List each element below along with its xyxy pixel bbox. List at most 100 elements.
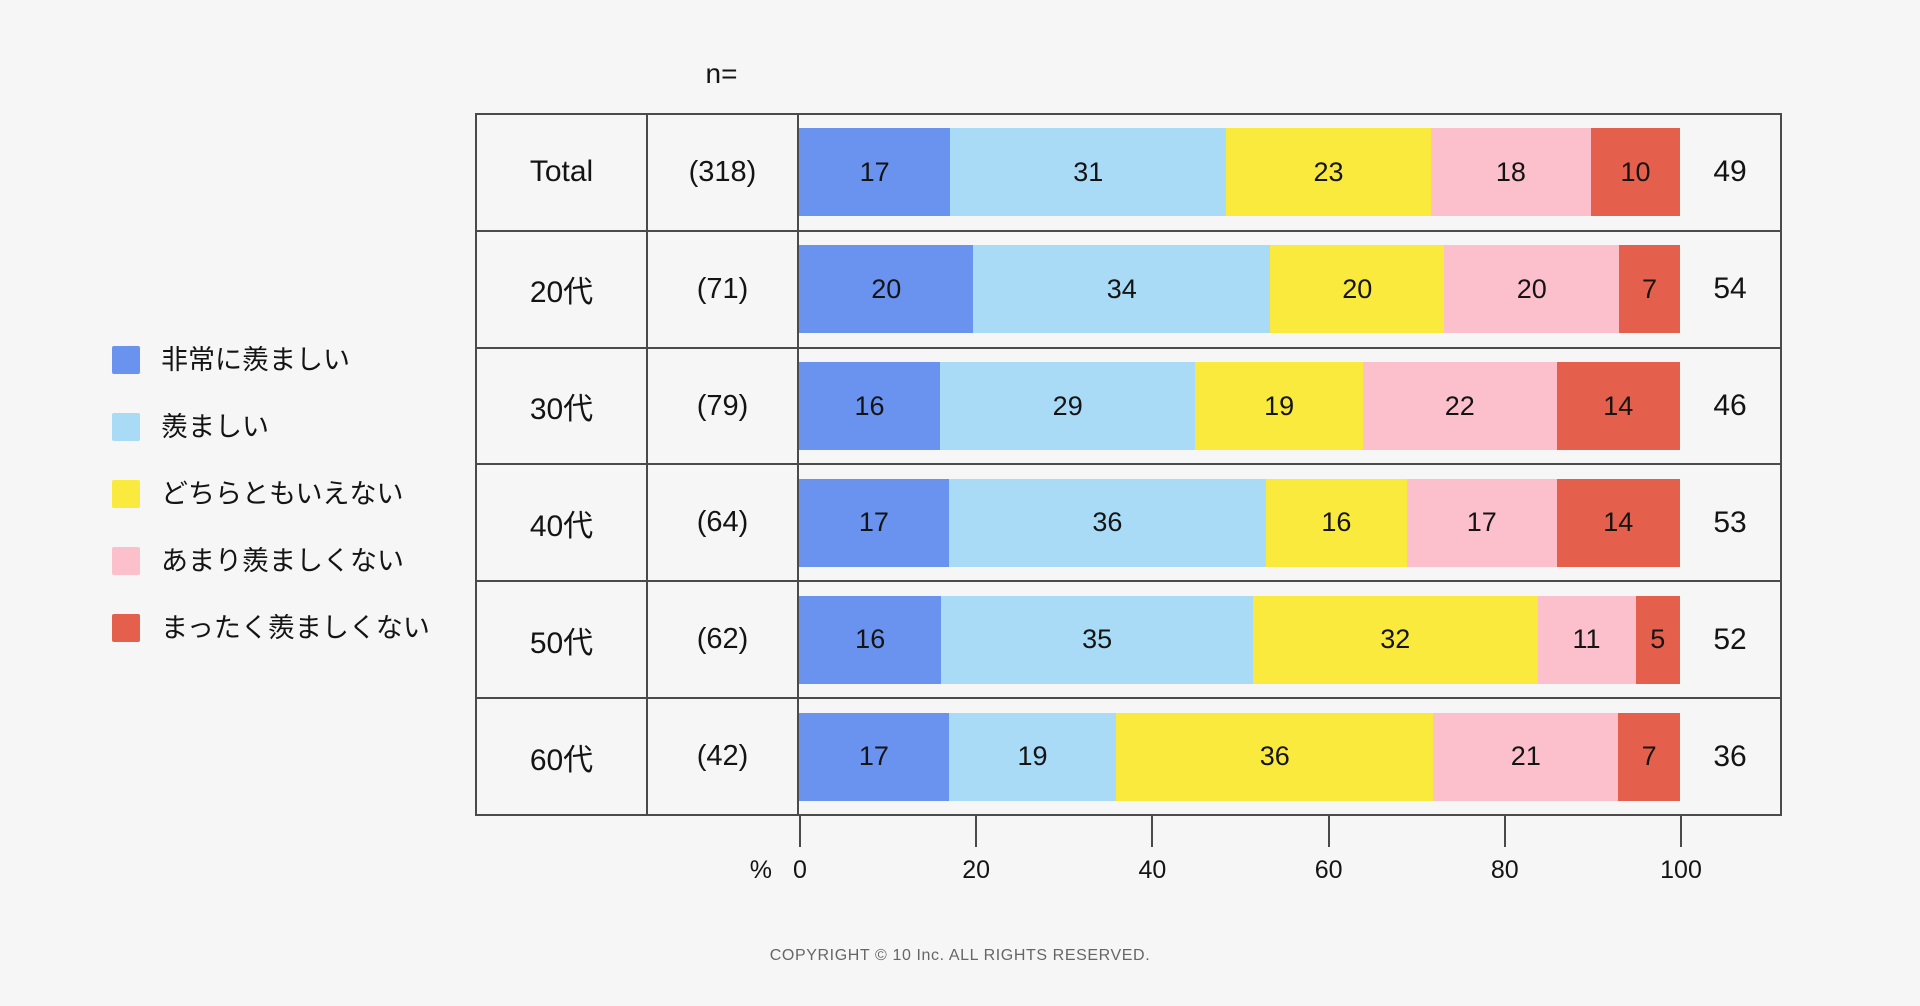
bar-segment: 10 (1591, 128, 1680, 217)
bar-segment: 23 (1226, 128, 1431, 217)
bar-segment: 17 (799, 128, 951, 217)
table-row: Total (318) 17 31 23 18 10 49 (477, 115, 1780, 232)
bar-segment-value: 7 (1641, 273, 1657, 304)
row-n-value: (318) (648, 115, 799, 230)
bar-segment-value: 21 (1510, 741, 1541, 772)
row-n-value: (71) (648, 231, 799, 347)
row-n-value: (64) (648, 465, 799, 581)
n-column-header: n= (705, 58, 738, 89)
bar-segment: 34 (973, 245, 1271, 334)
bar-segment: 20 (1444, 245, 1619, 334)
bar-segment: 17 (799, 712, 949, 801)
bar-segment-value: 19 (1264, 390, 1295, 421)
bar-segment: 22 (1362, 362, 1557, 451)
bar-segment: 16 (799, 362, 940, 451)
legend-label: 羨ましい (161, 412, 269, 442)
chart-table: Total (318) 17 31 23 18 10 49 20代 (71) 20 34 20 20 7 54… (475, 113, 1782, 816)
legend-swatch (112, 614, 140, 642)
row-label: 30代 (477, 348, 648, 464)
bar-segment-value: 17 (858, 741, 889, 772)
bar-segment-value: 29 (1052, 390, 1083, 421)
legend: 非常に羨ましい 羨ましいどちらともいえない あまり羨ましくない まったく羨ましくない (112, 346, 430, 642)
bar-segment-value: 20 (871, 273, 902, 304)
row-total-value: 36 (1713, 739, 1747, 773)
legend-swatch (112, 413, 140, 441)
legend-label: どちらともいえない (161, 479, 404, 509)
x-axis-tick-label: 100 (1660, 856, 1702, 884)
table-row: 60代 (42) 17 19 36 21 7 36 (477, 699, 1780, 814)
row-label: 50代 (477, 582, 648, 698)
bar-segment: 17 (1406, 478, 1557, 567)
row-plot-area: 17 31 23 18 10 49 (799, 115, 1780, 230)
row-plot-area: 17 19 36 21 7 36 (799, 699, 1780, 814)
stacked-bar: 17 36 16 17 14 (799, 478, 1680, 567)
row-plot-area: 16 35 32 11 5 52 (799, 582, 1780, 697)
x-axis-tick (799, 815, 801, 847)
row-total-value: 53 (1713, 505, 1747, 539)
legend-item: あまり羨ましくない (112, 547, 430, 575)
copyright-text: COPYRIGHT © 10 Inc. ALL RIGHTS RESERVED. (769, 947, 1151, 964)
bar-segment-value: 35 (1082, 624, 1113, 655)
bar-segment: 18 (1430, 128, 1592, 217)
legend-item: 羨ましい (112, 413, 430, 441)
row-plot-area: 17 36 16 17 14 53 (799, 465, 1780, 580)
legend-item: まったく羨ましくない (112, 614, 430, 642)
bar-segment: 20 (1270, 245, 1445, 334)
stacked-bar: 16 35 32 11 5 (799, 595, 1681, 684)
bar-segment: 32 (1252, 595, 1538, 684)
bar-segment-value: 17 (858, 507, 889, 538)
x-axis-tick-label: 40 (1138, 856, 1167, 884)
stacked-bar: 16 29 19 22 14 (799, 362, 1680, 451)
bar-segment-value: 17 (859, 156, 890, 187)
row-label: Total (477, 115, 648, 230)
bar-segment-value: 5 (1650, 624, 1666, 655)
bar-segment: 16 (1265, 478, 1407, 567)
bar-segment-value: 23 (1313, 156, 1344, 187)
row-label: 60代 (477, 699, 648, 814)
bar-segment: 36 (1116, 712, 1434, 801)
stacked-bar: 17 31 23 18 10 (799, 128, 1680, 217)
bar-segment: 7 (1618, 245, 1680, 334)
x-axis-tick (1680, 815, 1682, 847)
row-label: 40代 (477, 465, 648, 581)
bar-segment-value: 16 (855, 624, 886, 655)
stacked-bar: 17 19 36 21 7 (799, 712, 1680, 801)
x-axis-tick-label: 80 (1490, 856, 1519, 884)
bar-segment: 20 (799, 245, 974, 334)
bar-segment-value: 18 (1495, 156, 1526, 187)
table-row: 30代 (79) 16 29 19 22 14 46 (477, 348, 1780, 466)
bar-segment: 17 (799, 478, 949, 567)
bar-segment-value: 14 (1603, 507, 1634, 538)
x-axis-unit-label: % (749, 856, 772, 884)
bar-segment-value: 16 (854, 390, 885, 421)
bar-segment: 29 (939, 362, 1196, 451)
row-total-value: 54 (1713, 272, 1747, 306)
legend-swatch (112, 346, 140, 374)
bar-segment: 21 (1433, 712, 1619, 801)
legend-swatch (112, 547, 140, 575)
x-axis-tick (1151, 815, 1154, 847)
row-n-value: (42) (648, 699, 799, 814)
bar-segment-value: 32 (1380, 624, 1411, 655)
row-total-value: 46 (1713, 389, 1747, 423)
bar-segment-value: 19 (1017, 741, 1048, 772)
x-axis-tick (1327, 815, 1330, 847)
legend-label: 非常に羨ましい (161, 345, 350, 375)
bar-segment-value: 20 (1516, 273, 1547, 304)
row-n-value: (79) (648, 348, 799, 464)
row-plot-area: 20 34 20 20 7 54 (799, 232, 1780, 347)
bar-segment: 7 (1618, 712, 1680, 801)
legend-label: まったく羨ましくない (161, 613, 430, 643)
row-n-value: (62) (648, 582, 799, 698)
bar-segment-value: 7 (1641, 741, 1657, 772)
legend-item: どちらともいえない (112, 480, 430, 508)
legend-label: あまり羨ましくない (161, 546, 404, 576)
x-axis-tick (1503, 815, 1506, 847)
bar-segment: 19 (1195, 362, 1363, 451)
table-row: 50代 (62) 16 35 32 11 5 52 (477, 582, 1780, 700)
row-total-value: 52 (1713, 622, 1747, 656)
bar-segment-value: 36 (1092, 507, 1123, 538)
bar-segment: 31 (950, 128, 1227, 217)
bar-segment: 36 (948, 478, 1266, 567)
